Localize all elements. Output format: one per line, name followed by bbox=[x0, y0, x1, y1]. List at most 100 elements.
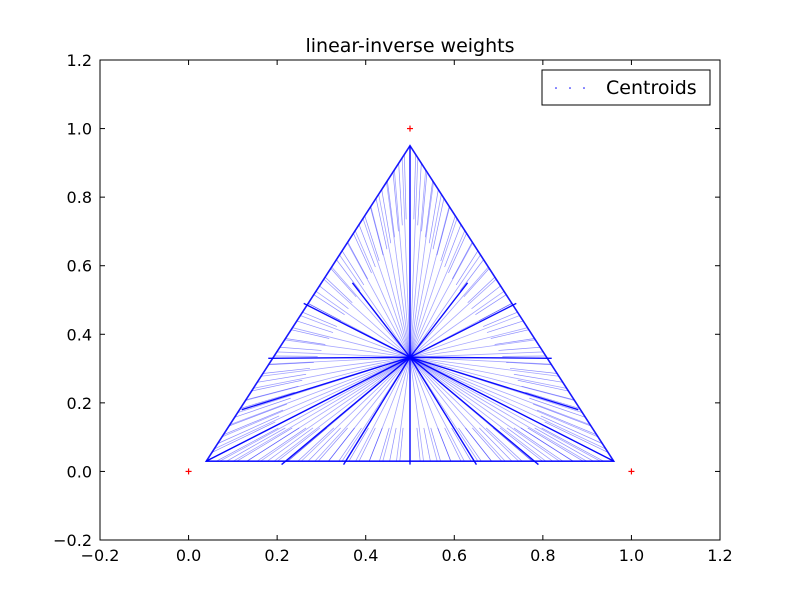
centroid-fan-line bbox=[268, 356, 411, 365]
centroid-fan-line bbox=[213, 356, 411, 450]
centroid-barb-line bbox=[277, 427, 321, 462]
centroid-fan-line bbox=[409, 356, 574, 462]
centroid-barb-line bbox=[279, 346, 322, 351]
centroid-barb-line bbox=[533, 403, 592, 427]
centroid-barb-line bbox=[318, 427, 348, 462]
centroid-fan-line bbox=[409, 290, 505, 358]
x-tick-label: 1.2 bbox=[707, 546, 732, 565]
centroid-barb-line bbox=[517, 379, 569, 392]
centroid-barb-line bbox=[236, 427, 293, 462]
centroid-fan-line bbox=[246, 356, 411, 462]
y-tick-label: 0.8 bbox=[67, 188, 92, 207]
centroid-barb-line bbox=[520, 427, 574, 462]
centroid-spine-line bbox=[409, 356, 552, 359]
centroid-fan-line bbox=[409, 357, 424, 462]
centroid-barb-line bbox=[436, 206, 450, 256]
centroid-spine-line bbox=[409, 356, 615, 462]
centroid-barb-line bbox=[437, 427, 452, 462]
centroid-barb-line bbox=[428, 189, 439, 244]
centroid-fan-line bbox=[386, 182, 411, 358]
centroid-barb-line bbox=[444, 427, 462, 462]
centroid-barb-line bbox=[465, 427, 492, 462]
centroid-barb-line bbox=[490, 329, 529, 339]
centroid-spine-line bbox=[281, 356, 411, 466]
centroid-spine-line bbox=[342, 356, 411, 465]
centroid-fan-line bbox=[382, 357, 411, 462]
centroid-fan-line bbox=[328, 357, 411, 462]
centroid-fan-line bbox=[409, 218, 458, 358]
centroid-fan-line bbox=[409, 356, 575, 401]
centroid-spine-line bbox=[268, 356, 411, 359]
centroid-barb-line bbox=[544, 421, 609, 453]
centroid-barb-line bbox=[389, 427, 397, 462]
x-tick-label: 0.0 bbox=[176, 546, 201, 565]
y-tick-label: 1.2 bbox=[67, 51, 92, 70]
legend-marker-dot bbox=[583, 87, 585, 89]
centroid-barb-line bbox=[228, 403, 287, 427]
centroid-barb-line bbox=[413, 154, 417, 220]
centroid-fan-line bbox=[409, 206, 450, 358]
centroid-fan-line bbox=[323, 278, 411, 358]
centroid-barb-line bbox=[353, 233, 372, 274]
centroid-barb-line bbox=[521, 385, 575, 401]
centroid-fan-line bbox=[409, 357, 465, 462]
centroid-fan-line bbox=[409, 356, 591, 426]
centroid-barb-line bbox=[234, 397, 291, 418]
centroid-barb-line bbox=[458, 427, 482, 462]
centroid-spine-line bbox=[409, 356, 539, 466]
centroid-barb-line bbox=[319, 285, 349, 310]
centroid-barb-line bbox=[506, 362, 552, 366]
centroid-fan-line bbox=[355, 357, 411, 462]
centroid-fan-line bbox=[368, 357, 411, 462]
centroid-fan-line bbox=[378, 194, 411, 358]
centroid-fan-line bbox=[314, 356, 411, 462]
centroid-barb-line bbox=[216, 427, 279, 462]
centroid-fan-line bbox=[362, 218, 411, 358]
centroid-barb-line bbox=[223, 409, 284, 436]
centroid-barb-line bbox=[499, 427, 543, 462]
legend-marker-dot bbox=[555, 87, 557, 89]
centroid-barb-line bbox=[246, 427, 300, 462]
centroid-fan-line bbox=[409, 157, 419, 358]
centroid-barb-line bbox=[444, 224, 462, 268]
centroid-fan-line bbox=[245, 356, 411, 401]
centroid-barb-line bbox=[506, 427, 553, 462]
x-tick-label: −0.2 bbox=[81, 546, 120, 565]
centroid-barb-line bbox=[291, 329, 330, 339]
plot-area bbox=[185, 125, 635, 475]
centroid-fan-line bbox=[409, 356, 560, 462]
x-tick-label: 1.0 bbox=[619, 546, 644, 565]
centroid-barb-line bbox=[463, 268, 490, 298]
centroid-fan-line bbox=[300, 315, 411, 358]
centroid-fan-line bbox=[219, 356, 411, 462]
centroid-fan-line bbox=[273, 356, 411, 462]
centroid-fan-line bbox=[260, 356, 411, 462]
centroid-barb-line bbox=[336, 259, 361, 292]
centroid-barb-line bbox=[287, 427, 328, 462]
centroid-fan-line bbox=[409, 230, 466, 358]
centroid-barb-line bbox=[432, 198, 445, 250]
centroid-fan-line bbox=[409, 351, 544, 358]
centroid-barb-line bbox=[455, 250, 479, 286]
centroid-fan-line bbox=[229, 356, 411, 426]
centroid-barb-line bbox=[268, 362, 314, 366]
centroid-barb-line bbox=[226, 427, 286, 462]
centroid-barb-line bbox=[307, 427, 341, 462]
centroid-fan-line bbox=[409, 356, 607, 450]
centroid-barb-line bbox=[240, 391, 295, 409]
vertex-marker bbox=[407, 125, 413, 132]
x-tick-label: 0.6 bbox=[442, 546, 467, 565]
centroid-barb-line bbox=[534, 427, 594, 462]
centroid-spine-line bbox=[409, 282, 469, 358]
centroid-barb-line bbox=[513, 373, 563, 383]
centroid-fan-line bbox=[370, 206, 411, 358]
centroid-barb-line bbox=[417, 163, 422, 226]
centroid-barb-line bbox=[479, 427, 513, 462]
centroid-barb-line bbox=[285, 338, 326, 345]
centroid-fan-line bbox=[393, 169, 411, 358]
centroid-barb-line bbox=[527, 427, 584, 462]
y-tick-label: 1.0 bbox=[67, 120, 92, 139]
centroid-barb-line bbox=[448, 233, 467, 274]
centroid-spine-line bbox=[351, 282, 411, 358]
centroid-fan-line bbox=[396, 357, 411, 462]
